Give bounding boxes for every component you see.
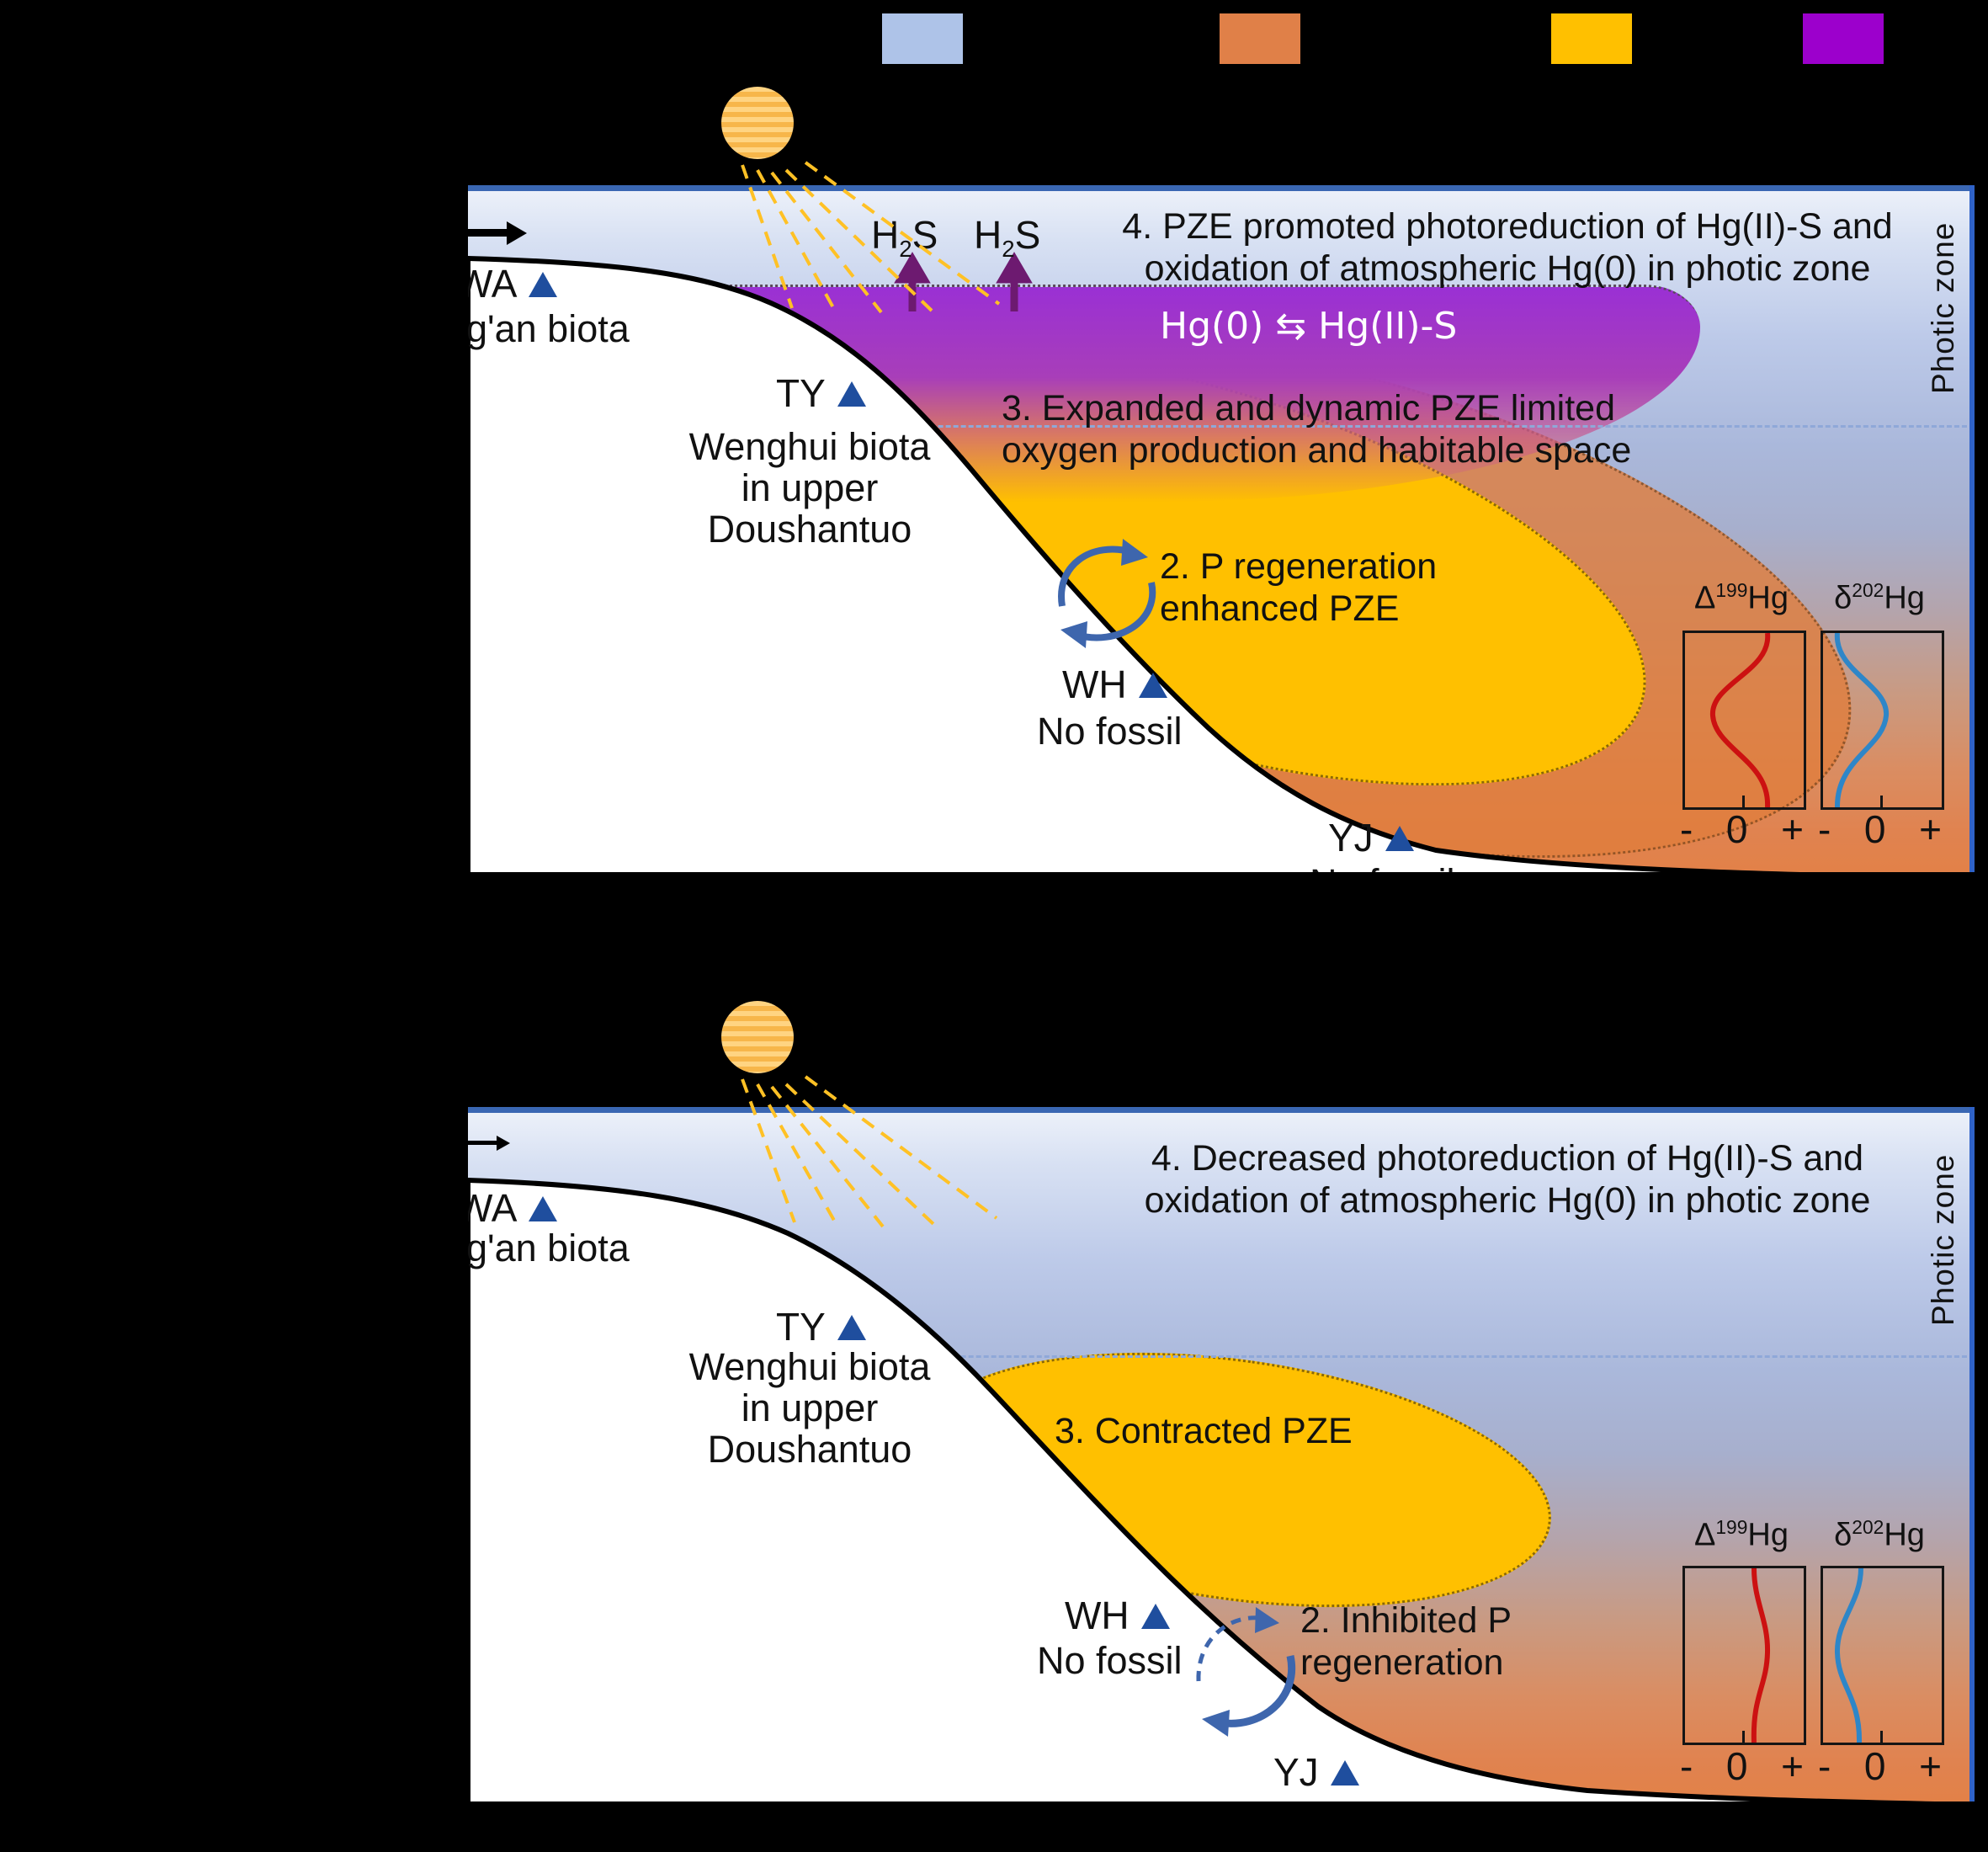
site-triangle-wh [1140,1604,1170,1629]
sea-surface-line [468,185,1975,191]
biota-label-wengan: g'an biota [468,1227,630,1269]
current-arrow-shaft [468,229,507,237]
legend-swatch-blue [882,13,963,64]
d199hg-depth-curve [1709,632,1771,808]
p-regeneration-cycle-arrows [1058,539,1156,648]
photic-zone-boundary-line [468,1355,1975,1358]
annotation-step4: 4. PZE promoted photoreduction of Hg(II)… [1122,206,1893,289]
annotation-step2: 2. P regeneration enhanced PZE [1160,546,1438,629]
h2s-efflux-arrows [894,252,1033,311]
panel-right-border [1969,1107,1975,1801]
site-triangle-wh [1138,673,1167,698]
panel-right-border [1969,185,1975,872]
d202hg-depth-curve [1834,632,1890,808]
site-triangle-wa [529,1196,558,1221]
current-arrow-shaft [468,1141,497,1145]
annotation-step3: 3. Contracted PZE [1055,1411,1353,1451]
legend-swatch-purple [1803,13,1884,64]
sea-surface-line [468,1107,1975,1113]
shelf-seafloor-graphic [468,1177,1935,1801]
legend-swatch-yellow [1551,13,1632,64]
no-fossil-label-wh: No fossil [1037,710,1183,753]
site-label-wa: WA [468,1185,558,1231]
biota-label-wengan: g'an biota [468,307,630,350]
site-triangle-wa [529,272,558,297]
site-triangle-yj [1385,826,1414,851]
inset-axis-d199hg: -0 + [1680,807,1804,851]
site-triangle-ty [837,381,866,407]
inset-label-d199hg: Δ199Hg [1693,1516,1789,1553]
inset-axis-d202hg: -0 + [1818,807,1942,851]
inset-label-d199hg: Δ199Hg [1693,579,1789,616]
site-label-wa: WA [468,261,558,306]
current-arrow-head [507,221,527,245]
inset-label-d202hg: δ202Hg [1834,579,1925,616]
site-label-ty: TY [776,370,866,416]
inset-label-d202hg: δ202Hg [1834,1516,1925,1553]
inset-plot-d202hg [1821,631,1944,810]
inset-axis-d199hg: -0 + [1680,1744,1804,1788]
h2s-label-2: H2S [974,213,1041,263]
sun-icon [721,1001,794,1073]
inset-plot-d199hg [1682,631,1806,810]
legend-swatch-orange [1220,13,1300,64]
site-label-yj: YJ [1273,1749,1359,1795]
current-arrow-head [497,1136,510,1151]
panel-b-ocean: 4. Decreased photoreduction of Hg(II)-S … [468,1107,1975,1801]
inset-zero-tick [1880,1731,1883,1743]
inset-axis-d202hg: -0 + [1818,1744,1942,1788]
site-triangle-yj [1330,1760,1359,1785]
inset-zero-tick [1742,1731,1745,1743]
site-label-yj: YJ [1328,815,1414,860]
no-fossil-label-wh: No fossil [1037,1639,1183,1682]
annotation-step4: 4. Decreased photoreduction of Hg(II)-S … [1144,1138,1871,1221]
inset-zero-tick [1880,796,1883,807]
photic-zone-boundary-line [468,425,1975,428]
continental-shelf-shape [468,1177,1935,1801]
biota-label-wenghui: Wenghui biota in upper Doushantuo [688,425,931,551]
continental-shelf-shape [468,255,1798,872]
biota-label-wenghui: Wenghui biota in upper Doushantuo [688,1345,931,1471]
hg-reaction-label: Hg(0) ⇆ Hg(II)-S [1160,305,1458,348]
shelf-seafloor-graphic [468,252,1798,872]
panel-a-ocean: H2S H2S 4. PZE promoted photoreduction o… [468,185,1975,872]
inset-plot-d199hg [1682,1566,1806,1745]
site-triangle-ty [837,1315,866,1340]
p-regeneration-inhibited-arrows [1196,1607,1296,1737]
no-fossil-label-yj: No fossil [1310,862,1455,872]
inset-plot-d202hg [1821,1566,1944,1745]
annotation-step3: 3. Expanded and dynamic PZE limited oxyge… [1002,388,1632,471]
sun-icon [721,87,794,159]
d199hg-depth-curve [1751,1567,1771,1743]
inset-zero-tick [1742,796,1745,807]
d202hg-depth-curve [1834,1567,1863,1743]
site-label-wh: WH [1062,662,1167,707]
site-label-ty: TY [776,1304,866,1349]
no-fossil-label-yj: No fossil [1259,1796,1405,1801]
site-label-wh: WH [1065,1593,1170,1638]
